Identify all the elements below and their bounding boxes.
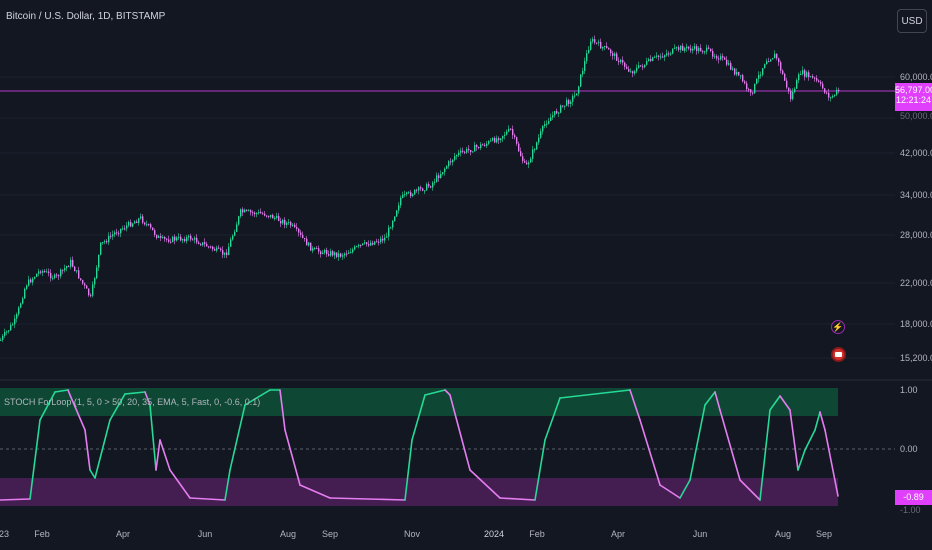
- price-axis-label: 18,000.00: [900, 319, 932, 329]
- price-axis-label: 15,200.00: [900, 353, 932, 363]
- countdown-timer: 12:21:24: [895, 95, 932, 105]
- flag-icon[interactable]: [831, 347, 846, 362]
- time-axis-label: 23: [0, 529, 10, 539]
- price-axis-label: 42,000.00: [900, 148, 932, 158]
- indicator-axis-label: 0.00: [900, 444, 918, 454]
- time-axis-label: Nov: [403, 529, 421, 539]
- price-candles: [0, 35, 840, 342]
- symbol-title[interactable]: Bitcoin / U.S. Dollar, 1D, BITSTAMP: [6, 11, 166, 22]
- price-axis-label: 22,000.00: [900, 278, 932, 288]
- time-axis-label: Sep: [815, 529, 833, 539]
- oscillator-line: [0, 389, 839, 501]
- time-axis-label: Sep: [321, 529, 339, 539]
- time-axis-label: Jun: [197, 529, 213, 539]
- time-axis-label: Feb: [34, 529, 50, 539]
- price-axis-label: 28,000.00: [900, 230, 932, 240]
- lightning-icon[interactable]: ⚡: [831, 320, 845, 334]
- current-price-value: 56,797.00: [895, 85, 932, 95]
- price-axis-label: 34,000.00: [900, 190, 932, 200]
- time-axis-label: Jun: [692, 529, 708, 539]
- time-axis-label: Aug: [774, 529, 792, 539]
- time-axis-label: Apr: [115, 529, 131, 539]
- price-axis-label: 60,000.00: [900, 72, 932, 82]
- time-axis-label: Aug: [279, 529, 297, 539]
- price-axis-label-hidden: 50,000.00: [900, 111, 932, 121]
- indicator-zones: [0, 388, 838, 506]
- indicator-value-tag: -0.89: [895, 490, 932, 505]
- grid-lines: [0, 76, 895, 359]
- currency-button[interactable]: USD: [897, 9, 927, 33]
- indicator-axis-label: 1.00: [900, 385, 918, 395]
- indicator-title[interactable]: STOCH ForLoop (1, 5, 0 > 50, 20, 35, EMA…: [4, 397, 261, 407]
- indicator-axis-label: -1.00: [900, 505, 921, 515]
- time-axis-label: Feb: [529, 529, 545, 539]
- time-axis-label: Apr: [610, 529, 626, 539]
- time-axis-label: 2024: [483, 529, 505, 539]
- current-price-tag[interactable]: 56,797.00 12:21:24: [895, 83, 932, 111]
